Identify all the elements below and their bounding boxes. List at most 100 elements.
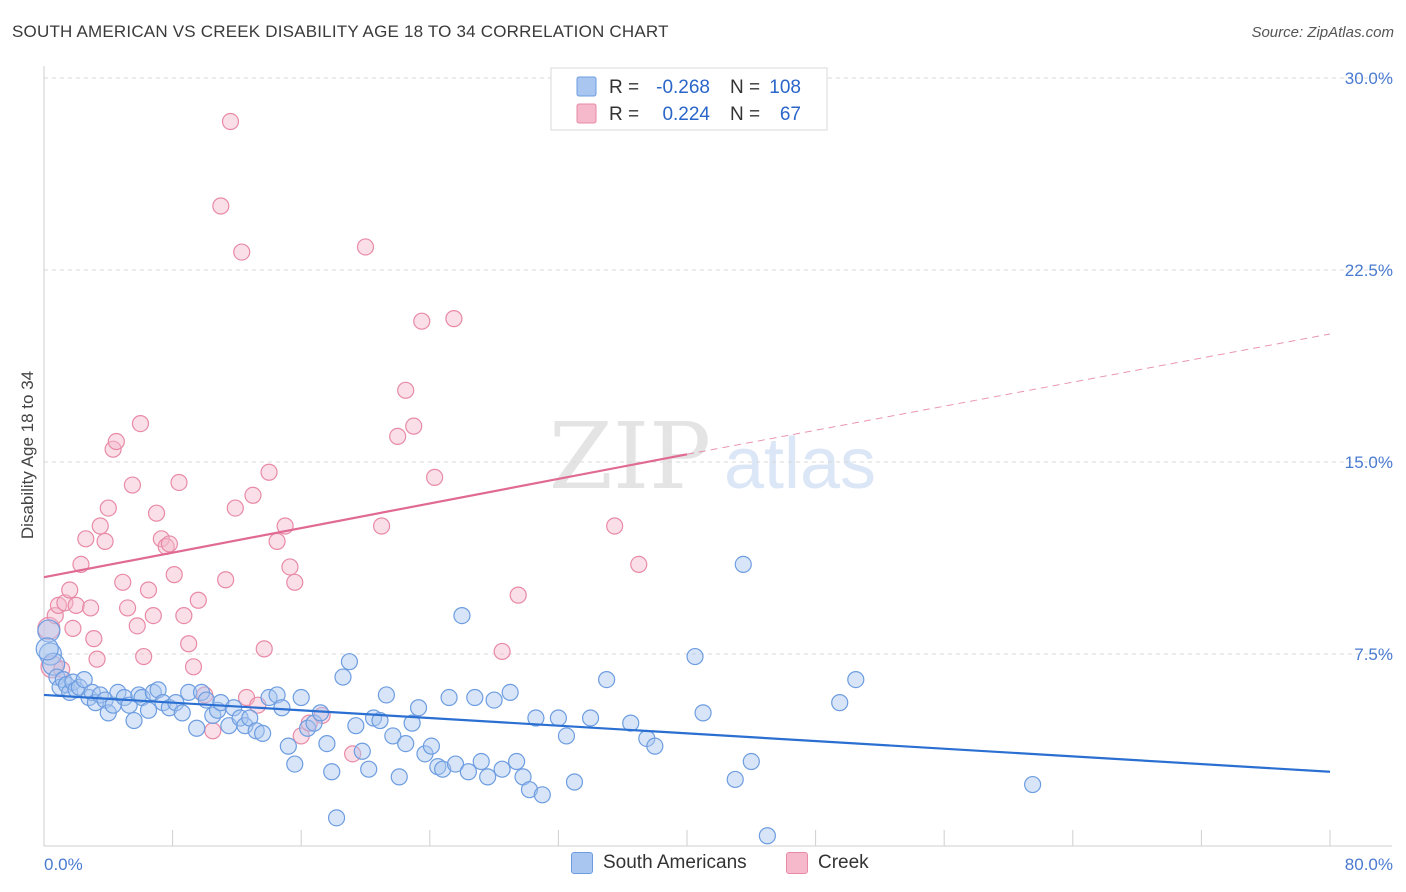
creek-point xyxy=(85,630,103,648)
legend-swatch-creek xyxy=(576,103,597,124)
correlation-legend: R = -0.268 N = 108 R = 0.224 N = 67 xyxy=(550,67,828,131)
creek-point xyxy=(217,571,235,589)
south-americans-point xyxy=(334,668,352,686)
south-americans-point xyxy=(353,742,371,760)
creek-point xyxy=(99,499,117,517)
south-americans-point xyxy=(173,704,191,722)
south-americans-points xyxy=(35,555,1042,845)
creek-point xyxy=(630,555,648,574)
south-americans-point xyxy=(286,755,304,773)
south-americans-point xyxy=(390,768,408,786)
creek-point xyxy=(426,468,444,486)
south-americans-point xyxy=(847,670,865,689)
legend-r-label-south-americans: R = xyxy=(609,77,639,98)
south-americans-point xyxy=(742,752,760,771)
x-tick-label: 80.0% xyxy=(1345,855,1393,874)
south-americans-point xyxy=(479,768,497,786)
creek-point xyxy=(88,650,106,668)
south-americans-point xyxy=(440,688,458,707)
south-americans-point xyxy=(318,734,336,753)
series-legend-label-south-americans: South Americans xyxy=(603,852,747,873)
creek-point xyxy=(170,473,188,492)
south-americans-point xyxy=(204,706,222,725)
south-americans-point xyxy=(453,606,471,625)
south-americans-point xyxy=(466,688,484,707)
legend-r-value-south-americans: -0.268 xyxy=(656,77,710,98)
south-americans-point xyxy=(268,686,286,704)
creek-point xyxy=(204,722,222,740)
creek-point xyxy=(144,606,162,625)
chart-source: Source: ZipAtlas.com xyxy=(1251,24,1394,41)
south-americans-point xyxy=(188,719,206,737)
y-axis-label: Disability Age 18 to 34 xyxy=(18,371,37,539)
south-americans-point xyxy=(149,681,167,699)
creek-point xyxy=(64,619,82,638)
south-americans-point xyxy=(734,555,752,574)
series-legend-label-creek: Creek xyxy=(818,852,869,873)
creek-point xyxy=(123,476,142,494)
creek-point xyxy=(128,617,146,635)
south-americans-point xyxy=(409,699,428,717)
south-americans-point xyxy=(726,770,744,789)
legend-n-label-south-americans: N = xyxy=(730,77,760,98)
creek-point xyxy=(139,581,158,599)
axes xyxy=(43,66,1392,847)
creek-point xyxy=(493,642,511,661)
legend-n-value-creek: 67 xyxy=(780,104,801,125)
creek-point xyxy=(184,658,203,676)
creek-point xyxy=(46,606,64,625)
south-americans-point xyxy=(598,670,616,689)
south-americans-point xyxy=(340,653,359,671)
trend-lines xyxy=(43,333,1331,773)
series-legend-item-creek[interactable]: Creek xyxy=(786,852,869,874)
y-tick-label: 7.5% xyxy=(1354,645,1393,664)
creek-point xyxy=(445,310,463,328)
south-americans-point xyxy=(565,773,584,791)
creek-point xyxy=(135,647,153,666)
legend-swatch-south-americans xyxy=(576,76,597,97)
y-tick-label: 15.0% xyxy=(1345,453,1393,472)
south-americans-point xyxy=(446,755,465,773)
legend-r-value-creek: 0.224 xyxy=(662,104,710,125)
south-americans-point xyxy=(371,711,389,730)
creek-point xyxy=(405,417,423,435)
south-americans-point xyxy=(485,691,503,709)
south-americans-point xyxy=(347,717,365,735)
south-americans-point xyxy=(493,760,511,778)
south-americans-point xyxy=(422,737,441,755)
creek-point xyxy=(131,415,150,433)
south-americans-point xyxy=(292,688,310,707)
creek-point xyxy=(255,640,273,658)
chart-title: SOUTH AMERICAN VS CREEK DISABILITY AGE 1… xyxy=(12,22,669,41)
creek-point xyxy=(233,243,251,261)
series-swatch-south-americans xyxy=(571,852,593,874)
legend-r-label-creek: R = xyxy=(609,104,639,125)
creek-point xyxy=(165,566,183,584)
south-americans-point xyxy=(434,760,452,778)
south-americans-point xyxy=(533,786,551,804)
creek-trend-line xyxy=(43,453,688,579)
south-americans-point xyxy=(459,763,477,781)
creek-point xyxy=(606,517,624,535)
south-americans-point xyxy=(686,647,704,666)
creek-point xyxy=(160,535,178,553)
y-tick-label: 22.5% xyxy=(1345,261,1393,280)
creek-point xyxy=(389,427,407,445)
south-americans-point xyxy=(254,724,272,742)
south-americans-point xyxy=(130,686,148,704)
south-americans-point xyxy=(472,752,490,771)
south-americans-point xyxy=(1024,775,1042,794)
south-americans-point xyxy=(180,683,198,702)
creek-point xyxy=(147,504,166,522)
legend-n-label-creek: N = xyxy=(730,104,760,125)
creek-point xyxy=(372,517,391,535)
south-americans-point xyxy=(501,683,519,702)
creek-point xyxy=(397,381,415,399)
creek-point xyxy=(356,238,375,256)
series-swatch-creek xyxy=(786,852,808,874)
y-tick-labels: 7.5% 15.0% 22.5% 30.0% xyxy=(1345,69,1393,664)
series-legend-item-south-americans[interactable]: South Americans xyxy=(571,852,747,874)
south-americans-point xyxy=(323,763,341,781)
creek-point xyxy=(175,606,193,625)
grid-lines xyxy=(44,77,1392,655)
